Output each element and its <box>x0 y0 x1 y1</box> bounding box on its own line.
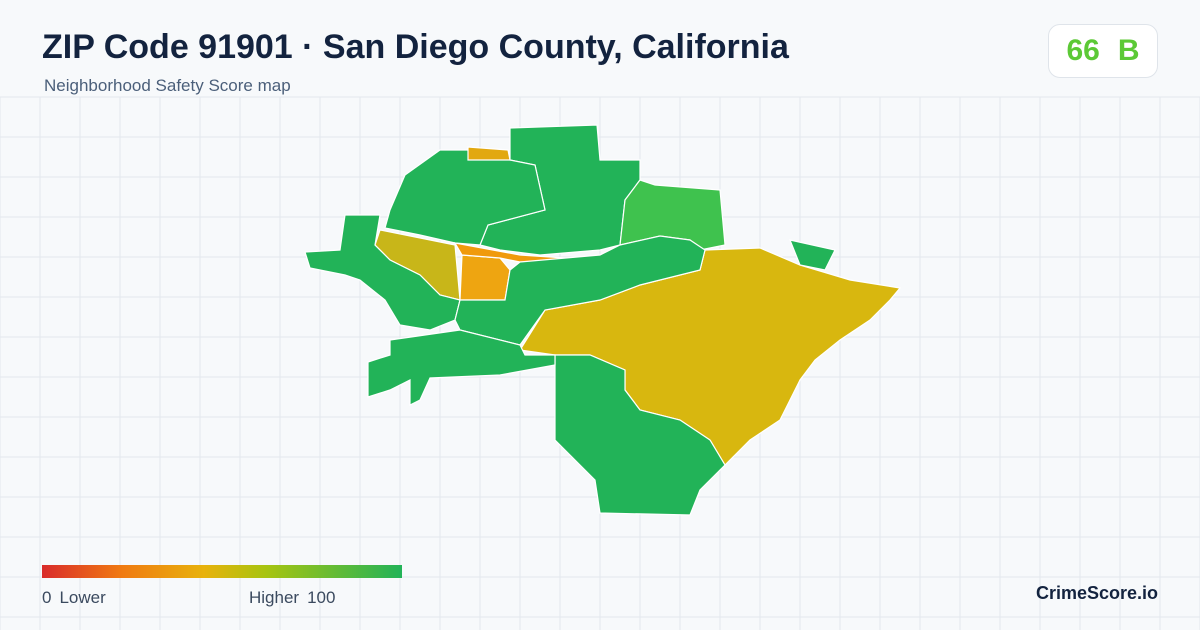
legend-bar <box>42 565 402 578</box>
title: ZIP Code 91901 · San Diego County, Calif… <box>42 28 789 66</box>
legend-high: Higher 100 <box>249 588 335 608</box>
legend-low-label: Lower <box>59 588 106 607</box>
regions <box>304 124 902 516</box>
score-badge: 66 B <box>1048 24 1158 78</box>
brand: CrimeScore.io <box>1036 583 1159 603</box>
region <box>454 235 706 346</box>
region <box>459 254 511 301</box>
region <box>467 146 511 161</box>
grade: B <box>1117 34 1140 67</box>
region <box>554 354 726 516</box>
legend-high-label: Higher <box>249 588 300 607</box>
score: 66 <box>1066 34 1100 67</box>
region <box>367 329 556 406</box>
legend-min: 0 <box>42 588 52 607</box>
subtitle: Neighborhood Safety Score map <box>44 76 291 95</box>
region <box>304 214 461 331</box>
legend-max: 100 <box>307 588 336 607</box>
region <box>789 239 836 271</box>
legend-low: 0 Lower <box>42 588 106 608</box>
